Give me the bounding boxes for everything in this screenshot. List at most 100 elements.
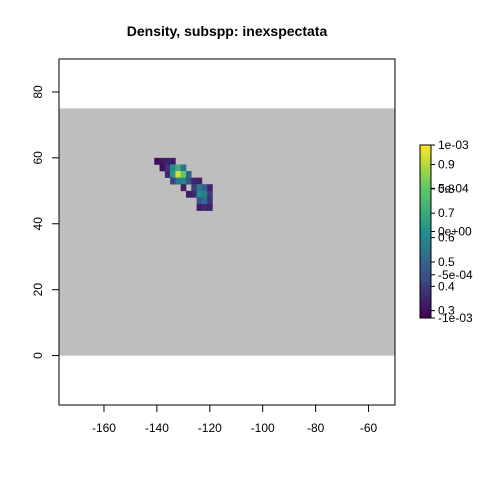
colorbar-segment	[420, 208, 431, 211]
colorbar-segment	[420, 171, 431, 174]
chart-title: Density, subspp: inexspectata	[127, 23, 328, 39]
colorbar-segment	[420, 174, 431, 177]
colorbar-segment	[420, 206, 431, 209]
colorbar-segment	[420, 269, 431, 272]
colorbar-segment	[420, 306, 431, 309]
colorbar-segment	[420, 197, 431, 200]
density-cell	[197, 191, 203, 198]
colorbar-segment	[420, 217, 431, 220]
density-cell	[202, 197, 208, 204]
colorbar-segment	[420, 211, 431, 214]
colorbar-segment	[420, 165, 431, 168]
colorbar-segment	[420, 309, 431, 312]
y-tick-label: 40	[31, 217, 45, 231]
x-tick-label: -80	[307, 421, 325, 435]
density-cell	[197, 197, 203, 204]
density-cell	[170, 164, 176, 171]
colorbar-segment	[420, 278, 431, 281]
density-cell	[202, 184, 208, 191]
colorbar-tick-label: 5e-04	[438, 181, 469, 195]
colorbar-segment	[420, 200, 431, 203]
x-tick-label: -160	[92, 421, 116, 435]
colorbar-segment	[420, 177, 431, 180]
colorbar-segment	[420, 157, 431, 160]
colorbar-segment	[420, 237, 431, 240]
density-cell	[181, 171, 187, 178]
density-cell	[207, 191, 213, 198]
density-cell	[165, 164, 171, 171]
x-axis: -160 -140 -120 -100 -80 -60	[92, 405, 378, 435]
colorbar-segment	[420, 229, 431, 232]
background-region-layer	[59, 108, 395, 355]
colorbar-segment	[420, 148, 431, 151]
density-cell	[154, 158, 160, 165]
colorbar-segment	[420, 295, 431, 298]
y-tick-label: 20	[31, 283, 45, 297]
colorbar-segment	[420, 162, 431, 165]
colorbar-tick-label: 0.9	[438, 157, 455, 171]
colorbar-segment	[420, 226, 431, 229]
y-axis: 020406080	[31, 85, 59, 359]
colorbar-segment	[420, 263, 431, 266]
colorbar-segment	[420, 286, 431, 289]
y-tick-label: 60	[31, 151, 45, 165]
colorbar-tick-label: -1e-03	[438, 311, 473, 325]
colorbar-segment	[420, 223, 431, 226]
x-tick-label: -60	[360, 421, 378, 435]
density-cell	[181, 178, 187, 185]
colorbar-segment	[420, 289, 431, 292]
density-cell	[165, 158, 171, 165]
colorbar-segment	[420, 234, 431, 237]
density-cell	[191, 191, 197, 198]
colorbar-segment	[420, 260, 431, 263]
colorbar-legend: 0.3 0.4 0.5 0.6 0.7 0.8 0.9 -1e-03 -5e-04 0e+00 5e…	[420, 138, 473, 325]
colorbar-segment	[420, 301, 431, 304]
colorbar-segment	[420, 252, 431, 255]
colorbar-segment	[420, 180, 431, 183]
density-cell	[207, 204, 213, 211]
colorbar-segment	[420, 191, 431, 194]
colorbar-segment	[420, 298, 431, 301]
colorbar-tick-label: 0e+00	[438, 225, 472, 239]
colorbar-segment	[420, 275, 431, 278]
density-cell	[197, 178, 203, 185]
density-cell	[197, 184, 203, 191]
density-cell	[170, 171, 176, 178]
density-cell	[207, 197, 213, 204]
colorbar-tick-label: 0.7	[438, 206, 455, 220]
density-cell	[191, 184, 197, 191]
colorbar-segment	[420, 185, 431, 188]
x-tick-label: -140	[145, 421, 169, 435]
density-cell	[207, 184, 213, 191]
background-region	[59, 108, 395, 355]
colorbar-tick-label: -5e-04	[438, 268, 473, 282]
density-cell	[186, 178, 192, 185]
colorbar-segment	[420, 272, 431, 275]
colorbar-segment	[420, 246, 431, 249]
colorbar-segment	[420, 281, 431, 284]
density-cell	[181, 164, 187, 171]
colorbar-segment	[420, 266, 431, 269]
colorbar-segment	[420, 240, 431, 243]
density-cell	[160, 158, 166, 165]
colorbar-segment	[420, 182, 431, 185]
density-cell	[170, 178, 176, 185]
colorbar-segment	[420, 304, 431, 307]
colorbar-segment	[420, 243, 431, 246]
y-tick-label: 80	[31, 85, 45, 99]
colorbar-segment	[420, 220, 431, 223]
density-cell	[165, 171, 171, 178]
density-cell	[197, 204, 203, 211]
colorbar-segment	[420, 168, 431, 171]
x-tick-label: -120	[198, 421, 222, 435]
colorbar-segment	[420, 255, 431, 258]
colorbar-segment	[420, 312, 431, 315]
density-cell	[191, 178, 197, 185]
colorbar-segment	[420, 292, 431, 295]
density-cell	[175, 171, 181, 178]
colorbar-tick-label: 1e-03	[438, 138, 469, 152]
density-cell	[186, 191, 192, 198]
colorbar-segment	[420, 194, 431, 197]
density-cell	[202, 191, 208, 198]
